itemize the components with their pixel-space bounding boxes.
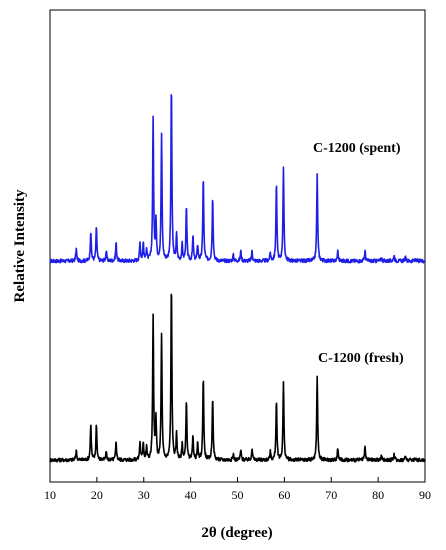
y-axis-title: Relative Intensity xyxy=(12,189,28,302)
series-layer xyxy=(49,93,426,463)
x-tick-label: 50 xyxy=(232,488,244,502)
x-tick-label: 20 xyxy=(91,488,103,502)
series-label-spent: C-1200 (spent) xyxy=(313,141,401,156)
x-tick-label: 60 xyxy=(278,488,290,502)
x-tick-label: 10 xyxy=(44,488,56,502)
x-tick-label: 80 xyxy=(372,488,384,502)
x-tick-label: 30 xyxy=(138,488,150,502)
plot-frame xyxy=(49,9,426,483)
series-line-spent xyxy=(49,93,426,264)
series-line-fresh xyxy=(49,293,426,463)
x-tick-label: 90 xyxy=(419,488,431,502)
series-label-fresh: C-1200 (fresh) xyxy=(318,351,404,366)
x-tick-label: 40 xyxy=(185,488,197,502)
x-axis: 10 20 30 40 50 60 70 80 90 xyxy=(44,477,431,502)
x-tick-label: 70 xyxy=(325,488,337,502)
x-axis-title: 2θ (degree) xyxy=(201,525,272,541)
